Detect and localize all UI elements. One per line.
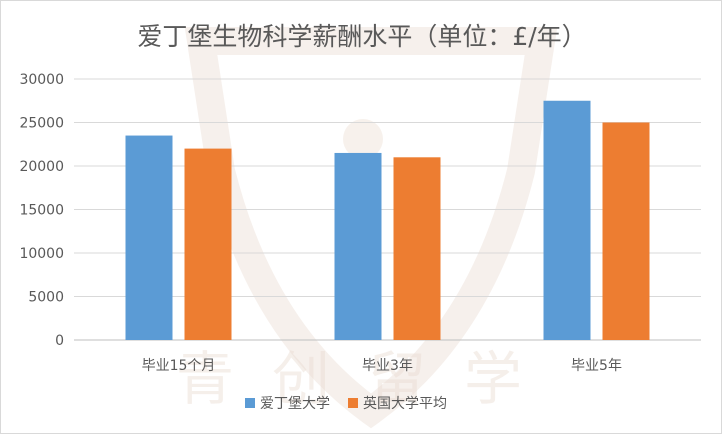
y-tick-label: 0 [55,333,64,349]
x-tick-label: 毕业5年 [571,358,622,374]
x-tick-label: 毕业3年 [362,358,413,374]
bars [125,100,650,340]
y-tick-label: 5000 [28,290,64,306]
bar-uk-average [393,157,441,340]
gridlines [74,78,701,341]
bar-edinburgh [125,135,173,340]
bar-uk-average [602,122,650,340]
watermark-logo-circle [343,119,383,159]
bar-edinburgh [543,100,591,340]
y-tick-label: 20000 [19,159,64,175]
legend-swatch [348,398,358,408]
bar-uk-average [184,148,232,340]
bar-edinburgh [334,152,382,340]
legend-swatch [245,398,255,408]
y-tick-label: 10000 [19,246,64,262]
legend-label: 爱丁堡大学 [260,396,330,412]
legend: 爱丁堡大学 英国大学平均 [245,395,447,412]
x-tick-label: 毕业15个月 [142,358,216,374]
chart-title: 爱丁堡生物科学薪酬水平（单位：£/年） [137,22,586,51]
legend-label: 英国大学平均 [363,395,447,412]
y-axis: 0 5000 10000 15000 20000 25000 30000 [19,72,64,349]
y-tick-label: 15000 [19,203,64,219]
watermark-logo-shape [184,27,558,429]
x-axis: 毕业15个月 毕业3年 毕业5年 [142,358,622,374]
y-tick-label: 30000 [19,72,64,88]
y-tick-label: 25000 [19,116,64,132]
